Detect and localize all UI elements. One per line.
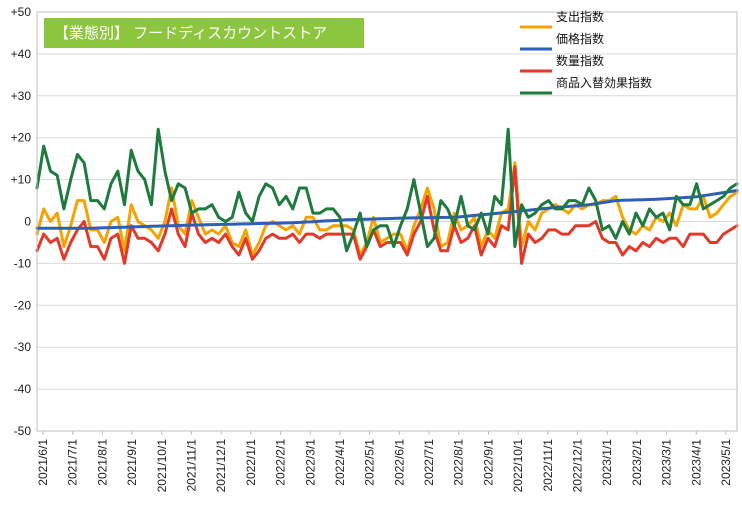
legend-label: 商品入替効果指数 [556,75,652,90]
x-tick-label: 2023/3/1 [660,439,674,486]
x-tick-label: 2022/2/1 [274,439,288,486]
title-background [44,18,364,48]
x-tick-label: 2021/8/1 [95,439,109,486]
y-tick-label: -10 [14,256,32,270]
x-tick-label: 2022/1/1 [244,439,258,486]
plot-area-border [36,11,738,432]
x-tick-label: 2021/9/1 [125,439,139,486]
x-tick-label: 2022/8/1 [452,439,466,486]
x-tick-label: 2022/3/1 [303,439,317,486]
y-tick-label: +20 [11,131,32,145]
series-line-2 [35,165,739,265]
x-tick-label: 2022/10/1 [511,439,525,493]
x-tick-label: 2023/5/1 [719,439,733,486]
x-axis-ticks: 2021/6/1 2021/7/1 2021/8/1 2021/9/1 2021/10/… [36,431,733,492]
x-tick-label: 2022/7/1 [422,439,436,486]
legend-label: 数量指数 [556,53,604,68]
x-tick-label: 2022/6/1 [392,439,406,486]
x-tick-label: 2021/6/1 [36,439,50,486]
x-tick-label: 2022/12/1 [571,439,585,493]
plot-border [36,11,738,432]
x-tick-label: 2022/9/1 [481,439,495,486]
x-tick-label: 2022/4/1 [333,439,347,486]
x-tick-label: 2023/2/1 [630,439,644,486]
series-line-3 [35,127,739,253]
x-tick-label: 2021/10/1 [155,439,169,493]
y-axis-ticks: +50 +40 +30 +20 +10 0 -10 -20 -30 -40 -50 [11,5,32,438]
y-tick-label: +10 [11,173,32,187]
chart-title-box: 【業態別】 フードディスカウントストア [44,18,364,48]
x-tick-label: 2023/4/1 [689,439,703,486]
x-tick-label: 2021/7/1 [66,439,80,486]
y-tick-label: -20 [14,298,32,312]
x-tick-label: 2021/12/1 [214,439,228,493]
y-tick-label: 0 [24,215,31,229]
legend-label: 価格指数 [556,31,604,46]
x-tick-label: 2023/1/1 [600,439,614,486]
y-tick-label: -30 [14,340,32,354]
x-tick-label: 2022/5/1 [363,439,377,486]
legend-label: 支出指数 [556,9,604,24]
series-lines [35,127,739,265]
y-tick-label: +50 [11,5,32,19]
series-line-0 [35,161,739,257]
y-tick-label: +30 [11,89,32,103]
x-tick-label: 2022/11/1 [541,439,555,492]
y-tick-label: -40 [14,382,32,396]
y-tick-label: -50 [14,424,32,438]
y-tick-label: +40 [11,47,32,61]
series-line-1 [35,189,739,230]
x-tick-label: 2021/11/1 [184,439,198,492]
chart-title: 【業態別】 フードディスカウントストア [54,24,327,42]
